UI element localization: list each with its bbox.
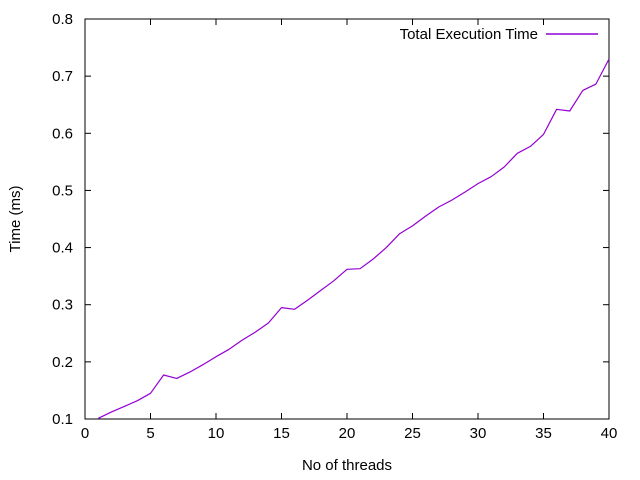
x-tick-label: 5 bbox=[146, 425, 154, 442]
x-tick-label: 15 bbox=[273, 425, 290, 442]
plot-border bbox=[84, 18, 610, 420]
x-tick-label: 40 bbox=[601, 425, 618, 442]
series-line bbox=[97, 58, 610, 419]
legend-label: Total Execution Time bbox=[400, 26, 538, 43]
y-tick-label: 0.2 bbox=[52, 354, 73, 371]
x-tick-label: 30 bbox=[470, 425, 487, 442]
y-axis-title: Time (ms) bbox=[7, 186, 24, 253]
y-tick-label: 0.8 bbox=[52, 11, 73, 28]
x-tick-label: 35 bbox=[535, 425, 552, 442]
x-tick-label: 10 bbox=[208, 425, 225, 442]
x-axis-title: No of threads bbox=[302, 457, 392, 474]
y-tick-label: 0.5 bbox=[52, 182, 73, 199]
y-tick-label: 0.6 bbox=[52, 125, 73, 142]
y-tick-label: 0.4 bbox=[52, 240, 73, 257]
x-tick-label: 25 bbox=[404, 425, 421, 442]
x-tick-label: 0 bbox=[81, 425, 89, 442]
x-tick-label: 20 bbox=[339, 425, 356, 442]
y-tick-label: 0.1 bbox=[52, 411, 73, 428]
y-tick-label: 0.7 bbox=[52, 68, 73, 85]
y-tick-label: 0.3 bbox=[52, 297, 73, 314]
